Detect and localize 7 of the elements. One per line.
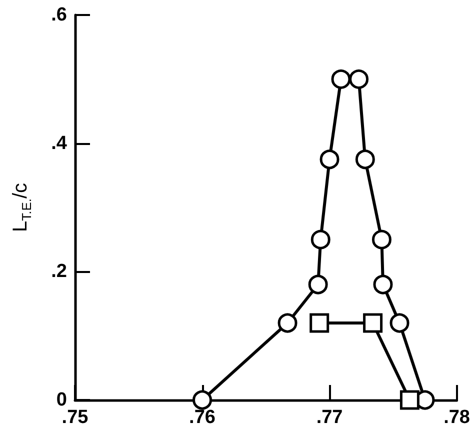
x-tick-label: .76 (189, 407, 216, 428)
x-tick-label: .78 (444, 407, 470, 428)
y-tick-label: .6 (51, 4, 67, 26)
y-axis-title: LT.E./c (10, 182, 34, 232)
y-tick-label: .4 (51, 132, 68, 154)
x-tick-label: .77 (316, 407, 343, 428)
y-tick-label: .2 (51, 261, 67, 282)
